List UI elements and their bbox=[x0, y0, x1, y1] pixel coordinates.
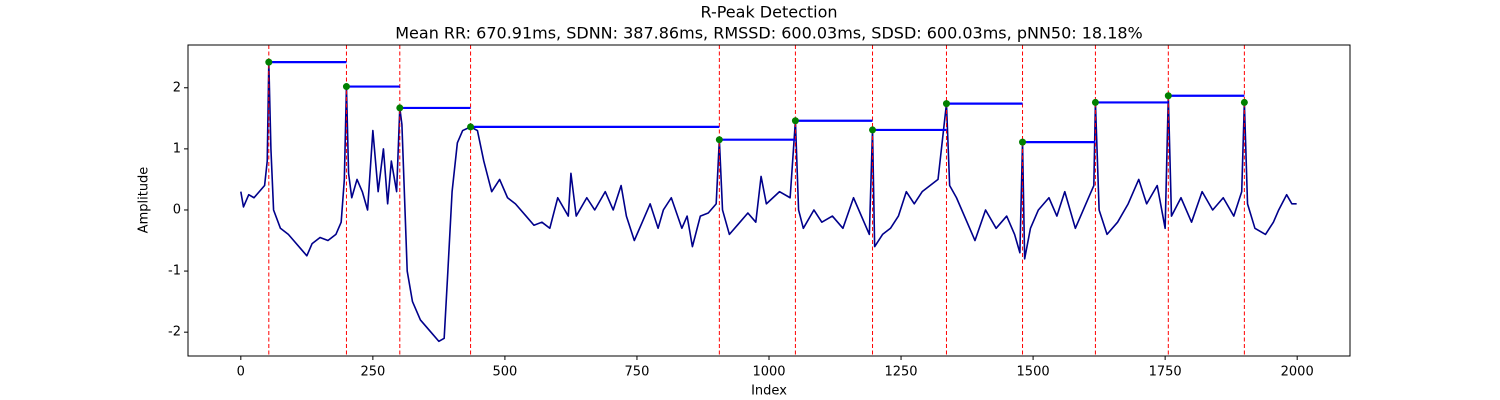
x-axis-label: Index bbox=[751, 384, 787, 399]
peak-point bbox=[715, 136, 723, 144]
chart-title: R-Peak Detection bbox=[700, 3, 837, 22]
x-tick-label: 1750 bbox=[1149, 365, 1182, 380]
x-tick-label: 500 bbox=[492, 365, 517, 380]
peak-point bbox=[265, 58, 273, 66]
x-tick-label: 250 bbox=[360, 365, 385, 380]
x-tick-label: 1500 bbox=[1017, 365, 1050, 380]
y-tick-label: -2 bbox=[168, 325, 181, 340]
signal-line bbox=[240, 61, 1297, 343]
peak-point bbox=[1240, 98, 1248, 106]
y-tick-label: -1 bbox=[168, 264, 181, 279]
peak-point bbox=[1019, 138, 1027, 146]
x-tick-label: 2000 bbox=[1281, 365, 1314, 380]
y-tick-label: 2 bbox=[173, 80, 181, 95]
peak-point bbox=[467, 123, 475, 131]
y-tick-label: 0 bbox=[173, 202, 181, 217]
x-tick-label: 750 bbox=[625, 365, 650, 380]
peak-point bbox=[396, 104, 404, 112]
x-tick-label: 0 bbox=[237, 365, 245, 380]
peak-point bbox=[942, 100, 950, 108]
peak-point bbox=[342, 83, 350, 91]
x-tick-label: 1250 bbox=[884, 365, 917, 380]
peak-point bbox=[1091, 98, 1099, 106]
y-tick-label: 1 bbox=[173, 141, 181, 156]
chart-subtitle: Mean RR: 670.91ms, SDNN: 387.86ms, RMSSD… bbox=[395, 24, 1143, 43]
peak-point bbox=[1164, 92, 1172, 100]
peak-point bbox=[869, 126, 877, 134]
x-tick-label: 1000 bbox=[752, 365, 785, 380]
peak-point bbox=[791, 117, 799, 125]
plot-frame bbox=[187, 44, 1351, 357]
y-axis-label: Amplitude bbox=[137, 167, 152, 234]
